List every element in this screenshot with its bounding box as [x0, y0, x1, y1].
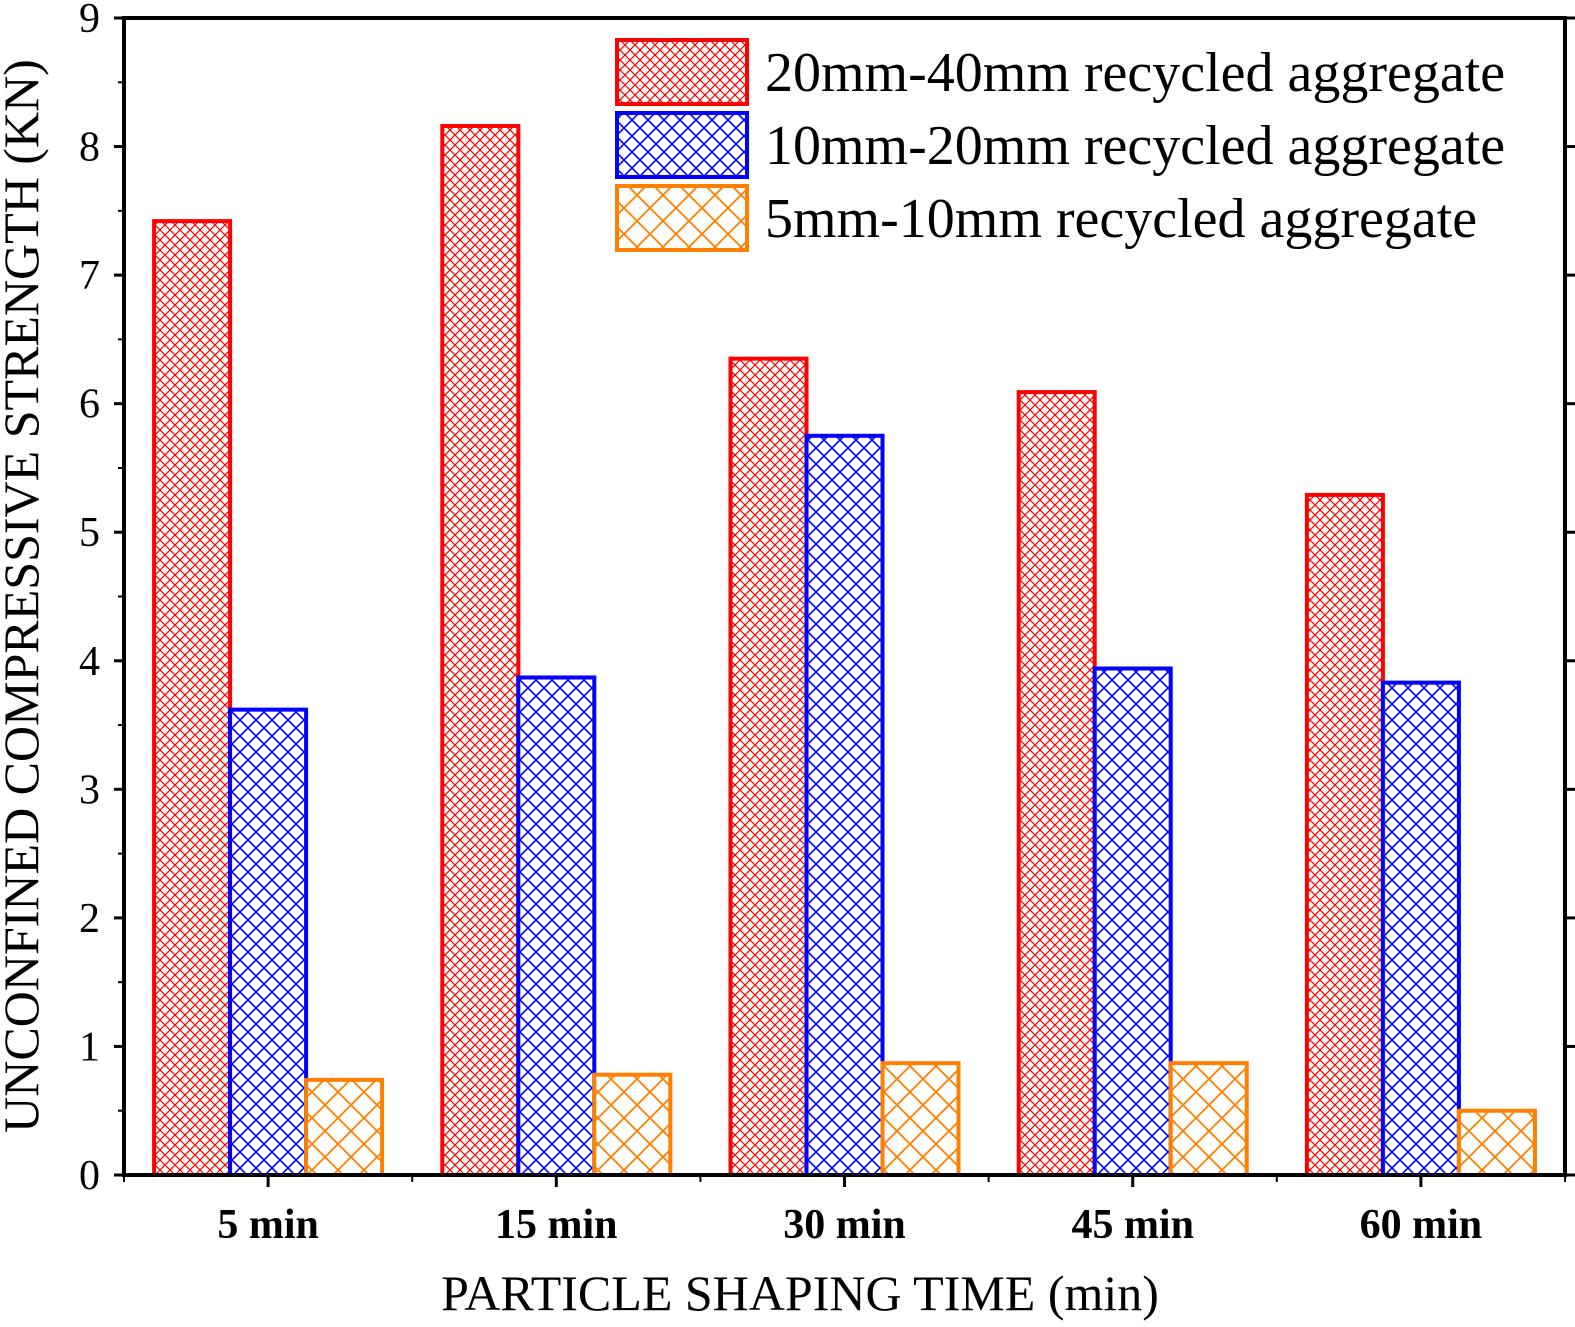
- y-tick-label-3: 3: [79, 767, 100, 813]
- legend: 20mm-40mm recycled aggregate 10mm-20mm re…: [615, 38, 1505, 252]
- bar-0-4: [1304, 492, 1385, 1177]
- legend-swatch-0: [615, 38, 749, 106]
- legend-label-0: 20mm-40mm recycled aggregate: [765, 42, 1505, 104]
- legend-swatch-2: [615, 184, 749, 252]
- bar-2-4: [1456, 1108, 1537, 1177]
- bars-layer: [152, 123, 1537, 1178]
- y-tick-label-4: 4: [79, 639, 100, 685]
- ticks-layer: 0 1 2 3 4 5 6 7 8 9 5 min 15 min 30 min 45 min 60 min: [79, 0, 1575, 1248]
- x-tick-label-4: 60 min: [1360, 1202, 1483, 1248]
- y-tick-label-2: 2: [79, 896, 100, 942]
- bar-0-1: [440, 123, 521, 1177]
- y-tick-label-9: 9: [79, 0, 100, 42]
- bar-1-4: [1380, 680, 1461, 1177]
- bar-2-0: [304, 1077, 385, 1178]
- y-tick-label-1: 1: [79, 1024, 100, 1070]
- x-tick-label-1: 15 min: [495, 1202, 618, 1248]
- bar-1-1: [516, 675, 597, 1177]
- bar-2-2: [880, 1061, 961, 1177]
- x-tick-label-2: 30 min: [783, 1202, 906, 1248]
- bar-1-0: [228, 707, 309, 1178]
- y-tick-label-7: 7: [79, 253, 100, 299]
- y-tick-label-0: 0: [79, 1153, 100, 1199]
- bar-0-2: [728, 356, 809, 1177]
- legend-label-1: 10mm-20mm recycled aggregate: [765, 115, 1505, 177]
- x-tick-label-3: 45 min: [1071, 1202, 1194, 1248]
- bar-2-1: [592, 1072, 673, 1178]
- bar-2-3: [1168, 1061, 1249, 1177]
- y-tick-label-6: 6: [79, 382, 100, 428]
- legend-label-2: 5mm-10mm recycled aggregate: [765, 188, 1477, 250]
- y-tick-label-5: 5: [79, 510, 100, 556]
- x-axis-title: PARTICLE SHAPING TIME (min): [441, 1265, 1159, 1321]
- x-tick-label-0: 5 min: [217, 1202, 319, 1248]
- y-tick-label-8: 8: [79, 125, 100, 171]
- bar-1-2: [804, 433, 885, 1177]
- y-axis-title: UNCONFINED COMPRESSIVE STRENGTH (KN): [0, 59, 49, 1133]
- bar-1-3: [1092, 666, 1173, 1177]
- legend-swatch-1: [615, 111, 749, 179]
- bar-0-3: [1016, 390, 1097, 1177]
- bar-0-0: [152, 219, 233, 1177]
